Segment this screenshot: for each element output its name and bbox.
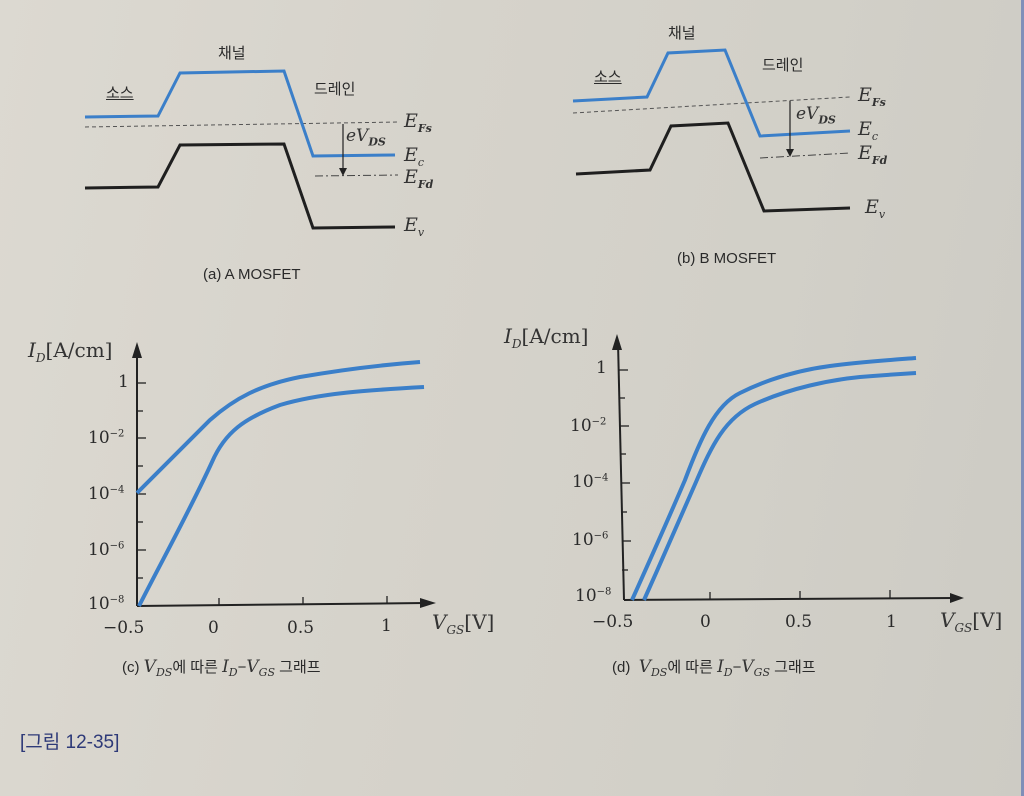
ytick-1e-4: 10−4 [572, 472, 609, 492]
xtick-0: 0 [700, 612, 711, 632]
xtick-neg0.5: −0.5 [592, 612, 634, 632]
y-axis-label: ID[A/cm] [504, 324, 589, 351]
page-edge [1021, 0, 1024, 796]
down-arrow-icon [339, 168, 347, 176]
source-label: 소스 [106, 84, 134, 102]
efs-line [572, 96, 851, 114]
conduction-band-line [84, 69, 396, 158]
curve-high-vds [135, 360, 421, 495]
x-axis-label: VGS[V] [432, 610, 495, 637]
ec-label: Ec [404, 144, 425, 169]
ytick-1e-8: 10−8 [575, 586, 612, 606]
xtick-0.5: 0.5 [785, 612, 813, 632]
ec-label: Ec [858, 118, 879, 143]
ytick-1e-2: 10−2 [88, 428, 125, 448]
evds-label: eVDS [346, 126, 386, 149]
efd-label: EFd [858, 142, 888, 167]
efs-label: EFs [858, 84, 886, 109]
valence-band-line [84, 142, 396, 230]
efd-line [314, 174, 399, 177]
band-a-caption: (a) A MOSFET [203, 266, 301, 283]
conduction-band-line [572, 48, 851, 138]
y-axis-arrow-icon [612, 334, 622, 350]
xtick-0: 0 [208, 618, 219, 638]
band-diagram-b: 소스 채널 드레인 eVDS EFs Ec EFd Ev (b) B MOSFE… [540, 0, 960, 300]
band-diagram-a: 소스 채널 드레인 eVDS EFs Ec EFd Ev (a) A MOSFE… [0, 0, 480, 300]
efs-label: EFs [404, 110, 432, 135]
band-diagram-a-lines [84, 69, 401, 230]
ytick-1: 1 [118, 372, 129, 392]
figure-label: [그림 12-35] [20, 732, 120, 753]
curve-high-vds [630, 356, 917, 601]
ytick-1: 1 [596, 358, 607, 378]
source-label: 소스 [594, 68, 622, 86]
plot-d: ID[A/cm] 1 10−2 10−4 10−6 10−8 −0.5 0 0.… [500, 300, 1024, 700]
curve-low-vds [642, 371, 917, 601]
curve-low-vds [137, 385, 425, 607]
band-b-caption: (b) B MOSFET [677, 250, 777, 267]
band-diagram-b-lines [572, 48, 851, 213]
ytick-1e-4: 10−4 [88, 484, 125, 504]
valence-band-line [575, 121, 851, 213]
ev-label: Ev [865, 196, 886, 221]
y-axis-arrow-icon [132, 342, 142, 358]
xtick-neg0.5: −0.5 [103, 618, 145, 638]
drain-label: 드레인 [314, 80, 356, 98]
efs-line [84, 121, 401, 128]
ytick-1e-6: 10−6 [572, 530, 609, 550]
drain-label: 드레인 [762, 56, 804, 74]
xtick-0.5: 0.5 [287, 618, 315, 638]
efd-label: EFd [404, 166, 434, 191]
xtick-1: 1 [886, 612, 897, 632]
x-axis [136, 602, 426, 607]
ev-label: Ev [404, 214, 425, 239]
y-axis-label: ID[A/cm] [28, 338, 113, 365]
y-axis [617, 341, 625, 601]
ytick-1e-2: 10−2 [570, 416, 607, 436]
xtick-1: 1 [381, 616, 392, 636]
ytick-1e-8: 10−8 [88, 594, 125, 614]
x-axis-label: VGS[V] [940, 608, 1003, 635]
channel-label: 채널 [218, 44, 246, 62]
x-axis-arrow-icon [420, 598, 436, 608]
ytick-1e-6: 10−6 [88, 540, 125, 560]
plot-c-axes [132, 342, 436, 608]
efd-line [759, 152, 851, 159]
x-axis-arrow-icon [950, 593, 964, 603]
plot-c: ID[A/cm] 1 10−2 10−4 10−6 10−8 −0.5 0 0.… [0, 300, 520, 700]
x-axis [623, 597, 956, 601]
plot-d-caption: (d) VDS에 따른 ID−VGS 그래프 [612, 657, 816, 679]
evds-label: eVDS [796, 104, 836, 127]
plot-c-caption: (c) VDS에 따른 ID−VGS 그래프 [122, 657, 321, 679]
channel-label: 채널 [668, 24, 696, 42]
down-arrow-icon [786, 149, 794, 157]
plot-d-axes [612, 334, 964, 603]
